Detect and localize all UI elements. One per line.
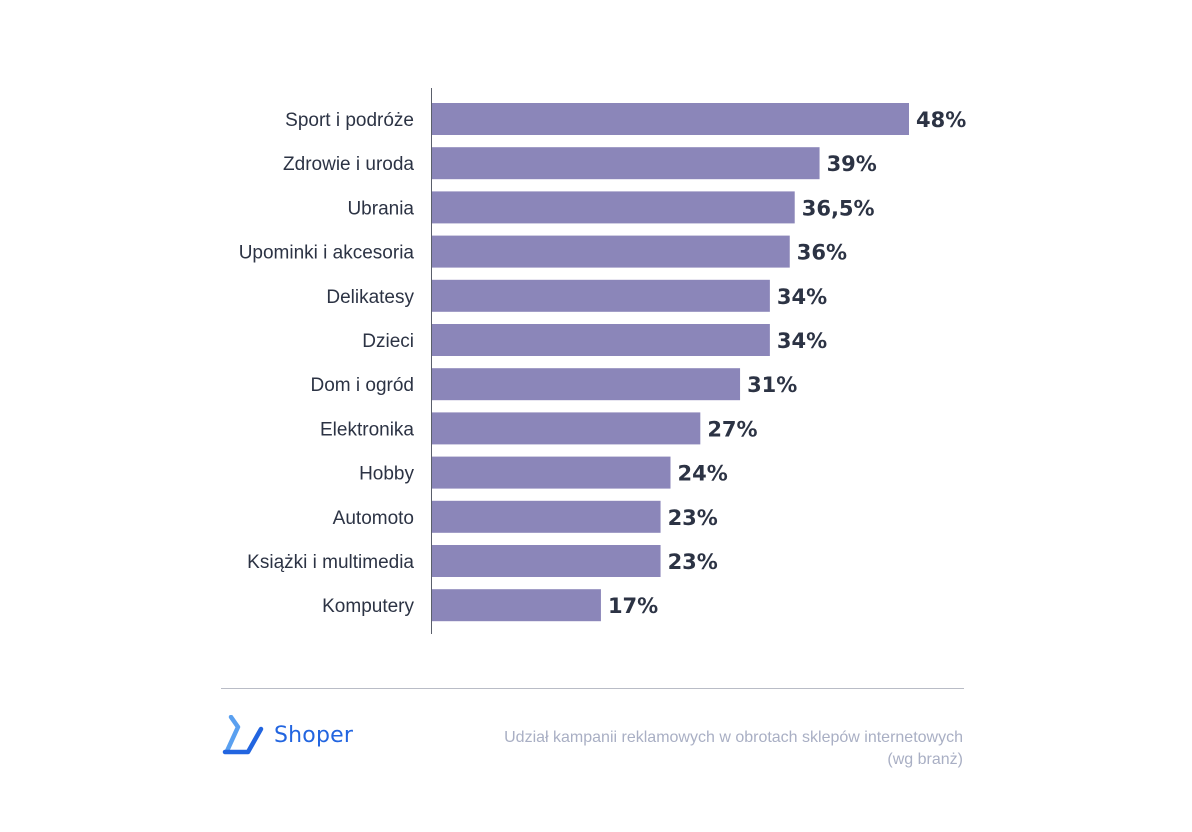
category-label-9: Automoto [333, 508, 414, 529]
value-label-7: 27% [707, 417, 757, 441]
bar-3 [432, 235, 790, 268]
value-label-6: 31% [747, 373, 797, 397]
category-label-1: Zdrowie i uroda [283, 154, 414, 175]
category-label-2: Ubrania [347, 198, 414, 219]
value-label-11: 17% [608, 594, 658, 618]
category-label-6: Dom i ogród [311, 375, 415, 396]
chart-caption: Udział kampanii reklamowych w obrotach s… [403, 727, 963, 771]
bars-group: Sport i podróże 48% Zdrowie i uroda 39% Ubra… [239, 103, 966, 622]
bar-5 [432, 324, 770, 356]
bar-11 [432, 589, 601, 622]
category-label-0: Sport i podróże [285, 110, 414, 131]
value-label-0: 48% [916, 108, 966, 132]
footer-divider [221, 688, 964, 689]
bar-9 [432, 500, 661, 533]
value-label-9: 23% [668, 506, 718, 530]
value-label-1: 39% [827, 152, 877, 176]
category-label-11: Komputery [322, 596, 414, 617]
value-label-10: 23% [668, 550, 718, 574]
bar-7 [432, 412, 701, 445]
value-label-5: 34% [777, 329, 827, 353]
shoper-logo-icon [222, 715, 264, 755]
value-label-8: 24% [678, 462, 728, 486]
bar-6 [432, 368, 741, 401]
shoper-logo: Shoper [221, 714, 353, 756]
brand-name: Shoper [274, 722, 354, 748]
category-label-3: Upominki i akcesoria [239, 243, 415, 264]
category-label-10: Książki i multimedia [247, 552, 414, 573]
bar-0 [432, 103, 909, 135]
caption-line-2: (wg branż) [887, 751, 963, 768]
bar-10 [432, 545, 661, 577]
bar-4 [432, 279, 770, 312]
value-label-4: 34% [777, 285, 827, 309]
category-label-4: Delikatesy [326, 287, 414, 308]
category-label-7: Elektronika [320, 419, 414, 440]
category-label-8: Hobby [359, 464, 414, 485]
caption-line-1: Udział kampanii reklamowych w obrotach s… [504, 729, 963, 746]
bar-2 [432, 191, 795, 224]
value-label-3: 36% [797, 241, 847, 265]
bar-8 [432, 456, 671, 489]
bar-chart: Sport i podróże 48% Zdrowie i uroda 39% Ubra… [239, 88, 966, 634]
value-label-2: 36,5% [802, 196, 875, 220]
category-label-5: Dzieci [362, 331, 414, 352]
bar-1 [432, 147, 820, 180]
